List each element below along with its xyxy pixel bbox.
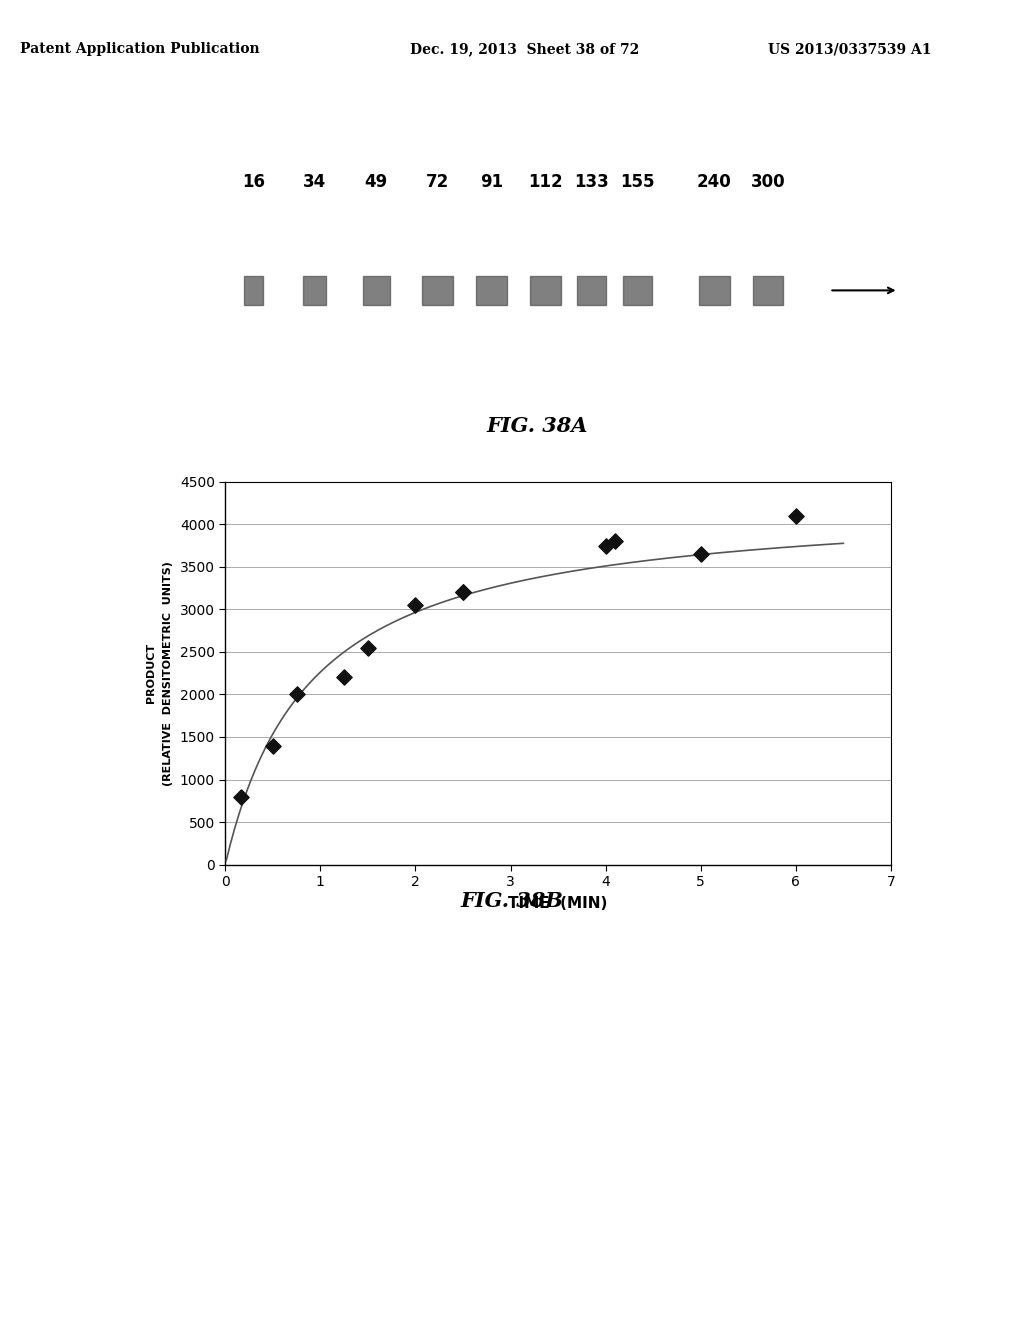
Point [455, 582, 471, 603]
Bar [303, 276, 327, 305]
Point [692, 544, 709, 565]
Point [336, 667, 352, 688]
Text: FIG. 38B: FIG. 38B [461, 891, 563, 911]
Text: 112: 112 [528, 173, 562, 191]
Bar [530, 276, 561, 305]
Bar [698, 276, 729, 305]
Point [607, 531, 624, 552]
Text: 133: 133 [574, 173, 608, 191]
Bar [476, 276, 507, 305]
Bar [753, 276, 783, 305]
Point [289, 684, 305, 705]
Text: 240: 240 [697, 173, 731, 191]
Point [359, 638, 376, 659]
Text: FIG. 38A: FIG. 38A [486, 416, 589, 436]
Point [597, 535, 613, 556]
Text: 300: 300 [751, 173, 785, 191]
Text: 91: 91 [480, 173, 503, 191]
Text: Dec. 19, 2013  Sheet 38 of 72: Dec. 19, 2013 Sheet 38 of 72 [410, 42, 639, 57]
Point [233, 785, 250, 807]
Text: Patent Application Publication: Patent Application Publication [20, 42, 260, 57]
Point [787, 506, 804, 527]
Point [408, 594, 424, 615]
Text: 49: 49 [365, 173, 388, 191]
Text: 72: 72 [426, 173, 450, 191]
Bar [362, 276, 390, 305]
Y-axis label: PRODUCT
(RELATIVE  DENSITOMETRIC  UNITS): PRODUCT (RELATIVE DENSITOMETRIC UNITS) [146, 561, 173, 785]
Text: US 2013/0337539 A1: US 2013/0337539 A1 [768, 42, 932, 57]
Point [455, 582, 471, 603]
Text: 34: 34 [303, 173, 327, 191]
Bar [623, 276, 652, 305]
Point [264, 735, 281, 756]
Text: 16: 16 [242, 173, 265, 191]
Bar [422, 276, 453, 305]
Bar [577, 276, 606, 305]
Text: 155: 155 [621, 173, 654, 191]
Bar [244, 276, 263, 305]
X-axis label: TIME  (MIN): TIME (MIN) [508, 896, 608, 911]
